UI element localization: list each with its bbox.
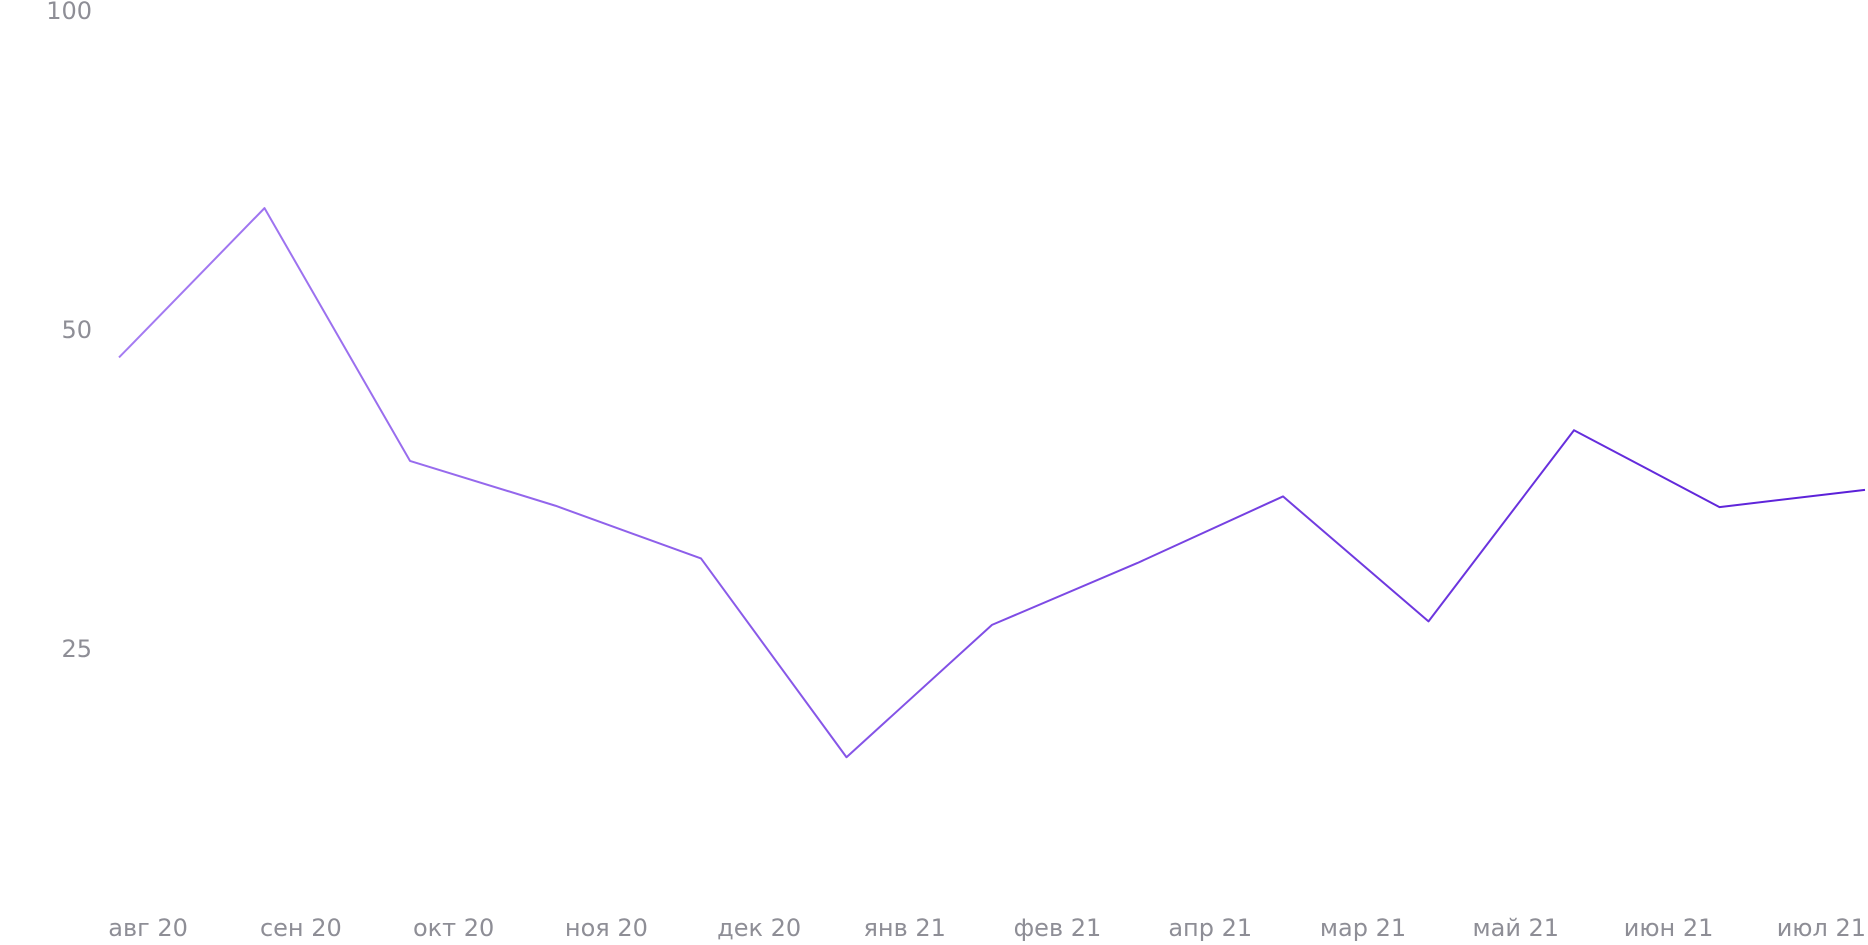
x-tick-label: окт 20 (413, 914, 494, 942)
x-tick-label: ноя 20 (565, 914, 648, 942)
x-tick-label: янв 21 (863, 914, 945, 942)
x-tick-label: апр 21 (1168, 914, 1252, 942)
y-tick-label: 100 (46, 0, 92, 25)
x-tick-label: мар 21 (1320, 914, 1406, 942)
y-tick-label: 50 (61, 316, 92, 344)
data-line (118, 207, 1866, 759)
x-tick-label: дек 20 (717, 914, 801, 942)
x-tick-label: июл 21 (1777, 914, 1866, 942)
x-tick-label: авг 20 (108, 914, 188, 942)
x-tick-label: сен 20 (260, 914, 342, 942)
x-tick-label: фев 21 (1014, 914, 1102, 942)
y-tick-label: 25 (61, 635, 92, 663)
x-tick-label: май 21 (1473, 914, 1560, 942)
x-tick-label: июн 21 (1624, 914, 1714, 942)
